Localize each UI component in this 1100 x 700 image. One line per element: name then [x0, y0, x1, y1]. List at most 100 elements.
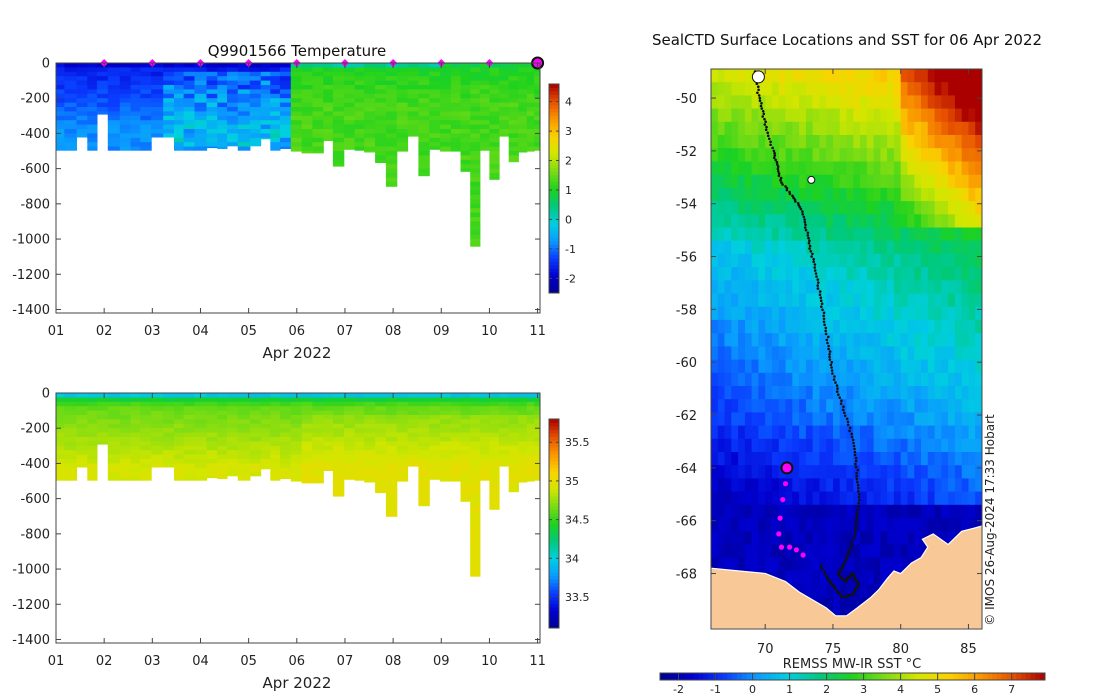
- sst-cell: [812, 82, 820, 96]
- section-cell: [508, 463, 519, 469]
- sst-cell: [805, 280, 814, 295]
- sst-cell: [860, 82, 868, 96]
- section-cell: [64, 459, 77, 464]
- section-cell: [407, 397, 419, 403]
- section-cell: [354, 71, 365, 77]
- section-cell: [290, 98, 303, 104]
- section-cell: [249, 120, 262, 126]
- section-cell: [508, 454, 519, 460]
- sst-cell: [778, 240, 787, 255]
- section-cell: [56, 85, 65, 90]
- colorbar-segment: [1030, 673, 1036, 680]
- sst-cell: [758, 372, 766, 387]
- section-cell: [354, 406, 365, 412]
- temperature-y-ticks: 0-200-400-600-800-1000-1200-1400: [12, 57, 540, 318]
- sst-cell: [717, 557, 726, 572]
- sst-cell: [751, 108, 759, 123]
- section-cell: [279, 428, 292, 434]
- colorbar-segment: [549, 593, 559, 598]
- sst-cell: [893, 135, 902, 149]
- sst-cell: [954, 452, 963, 466]
- sst-cell: [724, 108, 732, 123]
- section-cell: [418, 445, 430, 451]
- sst-cell: [799, 267, 807, 281]
- track-point: [807, 236, 810, 240]
- section-cell: [151, 93, 164, 99]
- section-cell: [174, 115, 185, 121]
- section-cell: [479, 111, 490, 117]
- x-tick-label: 01: [48, 654, 65, 669]
- section-cell: [163, 437, 175, 442]
- sst-cell: [975, 306, 982, 321]
- sst-cell: [724, 478, 732, 493]
- section-cell: [163, 432, 175, 438]
- section-cell: [151, 450, 164, 456]
- section-cell: [56, 129, 65, 134]
- section-cell: [96, 410, 109, 416]
- section-cell: [56, 98, 65, 104]
- section-cell: [249, 454, 262, 460]
- section-cell: [174, 441, 185, 447]
- section-cell: [385, 489, 398, 495]
- sst-cell: [846, 69, 854, 83]
- track-point: [761, 110, 765, 113]
- section-cell: [323, 120, 334, 126]
- section-cell: [364, 423, 376, 429]
- section-cell: [237, 80, 251, 86]
- y-tick-label: -800: [20, 197, 50, 212]
- section-cell: [460, 472, 471, 478]
- sst-cell: [860, 491, 868, 506]
- section-cell: [418, 129, 430, 134]
- sst-cell: [900, 161, 909, 176]
- sst-cell: [805, 82, 814, 96]
- section-cell: [140, 98, 152, 104]
- section-cell: [119, 89, 132, 95]
- section-cell: [279, 98, 292, 104]
- sst-cell: [887, 333, 895, 347]
- sst-cell: [833, 306, 841, 321]
- section-cell: [450, 93, 462, 99]
- section-cell: [526, 80, 535, 86]
- section-cell: [518, 98, 528, 104]
- section-cell: [119, 111, 132, 117]
- section-cell: [418, 71, 430, 77]
- section-cell: [508, 76, 519, 82]
- sst-cell: [914, 174, 922, 189]
- sst-cell: [731, 557, 739, 572]
- sst-cell: [900, 425, 909, 440]
- section-cell: [396, 76, 409, 82]
- section-cell: [470, 221, 481, 227]
- section-cell: [460, 489, 471, 495]
- section-cell: [107, 124, 121, 130]
- sst-cell: [914, 359, 922, 374]
- sst-cell: [846, 267, 854, 281]
- colorbar-segment: [549, 520, 559, 524]
- section-cell: [418, 454, 430, 460]
- section-cell: [479, 467, 490, 473]
- sst-cell: [724, 465, 732, 479]
- sst-cell: [751, 253, 759, 268]
- sst-cell: [846, 227, 854, 242]
- sst-cell: [792, 214, 800, 229]
- sst-cell: [921, 452, 929, 466]
- section-cell: [206, 410, 218, 416]
- sst-cell: [921, 478, 929, 493]
- section-cell: [107, 71, 121, 77]
- section-cell: [470, 533, 481, 539]
- section-cell: [312, 137, 324, 143]
- sst-cell: [833, 293, 841, 308]
- sst-cell: [961, 504, 970, 519]
- colorbar-segment: [549, 582, 559, 587]
- sst-cell: [717, 359, 726, 374]
- section-cell: [87, 410, 98, 416]
- sst-cell: [785, 425, 793, 440]
- colorbar-tick-label: -2: [673, 683, 684, 696]
- colorbar-segment: [549, 530, 559, 535]
- sst-cell: [799, 452, 807, 466]
- colorbar-segment: [751, 673, 757, 680]
- section-cell: [364, 71, 376, 77]
- colorbar-segment: [549, 188, 559, 193]
- section-cell: [183, 415, 195, 420]
- section-cell: [237, 410, 251, 416]
- sst-cell: [812, 69, 820, 83]
